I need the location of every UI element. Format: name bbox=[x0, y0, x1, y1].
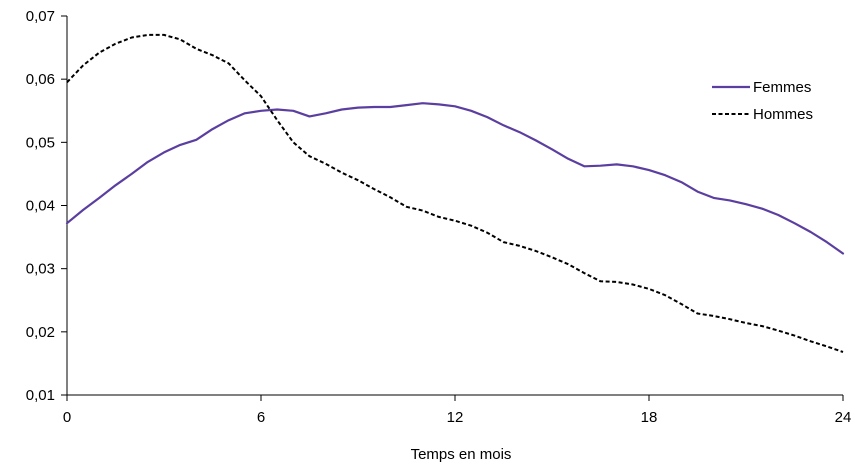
x-axis-ticks: 0 6 12 18 24 bbox=[63, 395, 852, 426]
y-tick-label: 0,02 bbox=[26, 324, 55, 341]
x-tick-label: 0 bbox=[63, 409, 71, 426]
y-tick-label: 0,03 bbox=[26, 261, 55, 278]
y-tick-label: 0,07 bbox=[26, 8, 55, 25]
series-line-femmes bbox=[65, 102, 845, 255]
series-layer bbox=[65, 33, 845, 353]
legend-label-hommes: Hommes bbox=[753, 106, 813, 123]
y-tick-label: 0,04 bbox=[26, 198, 55, 215]
y-axis-ticks: 0,01 0,02 0,03 0,04 0,05 0,06 0,07 bbox=[26, 8, 67, 404]
y-tick-label: 0,06 bbox=[26, 71, 55, 88]
x-tick-label: 24 bbox=[835, 409, 852, 426]
series-line-hommes bbox=[66, 33, 844, 353]
x-axis-title: Temps en mois bbox=[411, 446, 512, 463]
legend-label-femmes: Femmes bbox=[753, 79, 811, 96]
y-tick-label: 0,05 bbox=[26, 134, 55, 151]
x-tick-label: 12 bbox=[447, 409, 464, 426]
legend: Femmes Hommes bbox=[712, 79, 813, 123]
x-tick-label: 18 bbox=[641, 409, 658, 426]
x-tick-label: 6 bbox=[257, 409, 265, 426]
axes bbox=[66, 16, 843, 396]
y-tick-label: 0,01 bbox=[26, 387, 55, 404]
